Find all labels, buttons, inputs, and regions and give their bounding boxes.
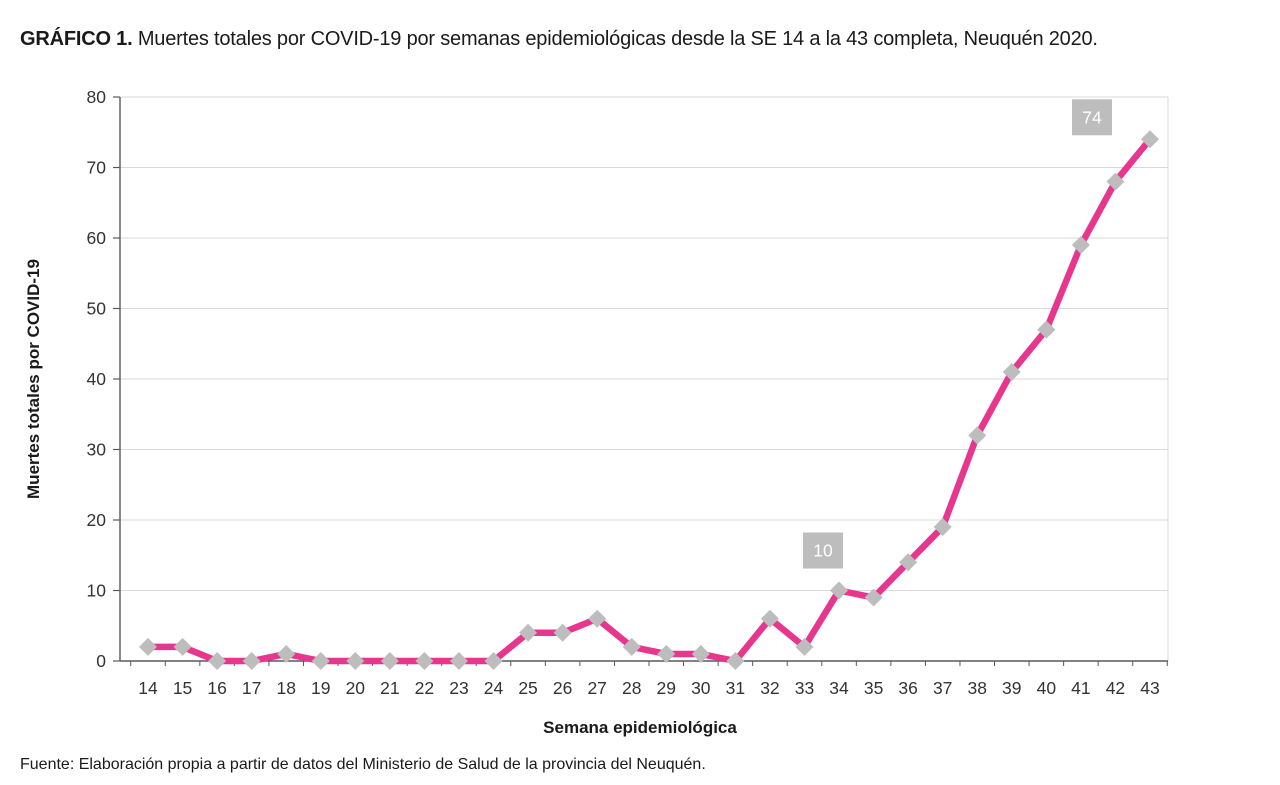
data-point-marker bbox=[968, 426, 987, 445]
x-tick-label: 24 bbox=[484, 678, 504, 698]
data-point-marker bbox=[519, 623, 538, 642]
y-tick-label: 30 bbox=[87, 440, 107, 460]
data-point-marker bbox=[933, 518, 952, 537]
data-point-marker bbox=[830, 581, 849, 600]
chart-title: GRÁFICO 1. Muertes totales por COVID-19 … bbox=[20, 28, 1098, 51]
data-point-marker bbox=[346, 652, 365, 670]
data-label: 10 bbox=[813, 541, 833, 561]
data-point-marker bbox=[726, 652, 745, 670]
x-tick-label: 28 bbox=[622, 678, 641, 698]
data-point-marker bbox=[1141, 130, 1159, 149]
y-tick-label: 0 bbox=[96, 651, 106, 671]
x-tick-label: 22 bbox=[415, 678, 434, 698]
data-point-marker bbox=[899, 553, 918, 572]
x-tick-label: 14 bbox=[138, 678, 158, 698]
x-tick-label: 29 bbox=[657, 678, 676, 698]
x-tick-label: 17 bbox=[242, 678, 261, 698]
x-tick-label: 41 bbox=[1071, 678, 1090, 698]
y-tick-label: 60 bbox=[87, 228, 107, 248]
data-point-marker bbox=[1002, 362, 1021, 381]
x-tick-label: 15 bbox=[173, 678, 192, 698]
data-point-marker bbox=[415, 652, 434, 670]
data-point-marker bbox=[449, 652, 468, 670]
data-point-marker bbox=[1106, 172, 1125, 191]
data-point-marker bbox=[1071, 236, 1090, 255]
data-point-marker bbox=[242, 652, 261, 670]
x-tick-label: 30 bbox=[691, 678, 711, 698]
x-tick-label: 31 bbox=[726, 678, 745, 698]
x-tick-label: 16 bbox=[207, 678, 226, 698]
source-note: Fuente: Elaboración propia a partir de d… bbox=[20, 756, 706, 773]
data-point-marker bbox=[864, 588, 883, 607]
x-tick-label: 18 bbox=[276, 678, 295, 698]
x-tick-label: 21 bbox=[380, 678, 399, 698]
y-tick-label: 20 bbox=[87, 510, 107, 530]
x-tick-label: 26 bbox=[553, 678, 572, 698]
x-tick-label: 20 bbox=[346, 678, 366, 698]
y-tick-label: 50 bbox=[87, 299, 107, 319]
y-tick-label: 80 bbox=[87, 87, 107, 107]
x-tick-label: 43 bbox=[1140, 678, 1159, 698]
data-point-marker bbox=[691, 644, 710, 663]
x-tick-label: 38 bbox=[968, 678, 987, 698]
y-tick-label: 10 bbox=[87, 581, 107, 601]
data-point-marker bbox=[553, 623, 572, 642]
x-tick-label: 25 bbox=[518, 678, 537, 698]
data-point-marker bbox=[277, 644, 296, 663]
x-tick-label: 42 bbox=[1106, 678, 1125, 698]
series-line bbox=[144, 136, 1154, 665]
x-tick-label: 34 bbox=[829, 678, 849, 698]
data-point-marker bbox=[380, 652, 399, 670]
data-point-marker bbox=[208, 652, 227, 670]
y-tick-label: 40 bbox=[87, 369, 107, 389]
x-tick-label: 32 bbox=[760, 678, 779, 698]
data-point-marker bbox=[311, 652, 330, 670]
data-point-marker bbox=[795, 637, 814, 656]
data-point-marker bbox=[588, 609, 607, 628]
x-tick-label: 39 bbox=[1002, 678, 1021, 698]
data-point-marker bbox=[657, 644, 676, 663]
x-axis-title: Semana epidemiológica bbox=[543, 718, 737, 737]
x-tick-label: 23 bbox=[449, 678, 468, 698]
data-point-marker bbox=[760, 609, 779, 628]
data-point-marker bbox=[484, 652, 503, 670]
x-tick-label: 33 bbox=[795, 678, 814, 698]
data-label-box bbox=[803, 532, 844, 569]
chart-title-text: Muertes totales por COVID-19 por semanas… bbox=[132, 28, 1098, 50]
x-tick-label: 40 bbox=[1037, 678, 1057, 698]
data-label: 74 bbox=[1082, 107, 1102, 127]
y-tick-label: 70 bbox=[87, 158, 107, 178]
data-point-marker bbox=[139, 637, 157, 656]
x-tick-label: 37 bbox=[933, 678, 952, 698]
data-point-marker bbox=[622, 637, 641, 656]
data-label-box bbox=[1072, 99, 1112, 136]
x-tick-label: 36 bbox=[898, 678, 917, 698]
x-tick-label: 19 bbox=[311, 678, 330, 698]
y-axis-title: Muertes totales por COVID-19 bbox=[24, 259, 43, 499]
chart-title-prefix: GRÁFICO 1. bbox=[20, 28, 133, 50]
data-point-marker bbox=[1037, 320, 1056, 339]
x-tick-label: 35 bbox=[864, 678, 883, 698]
data-point-marker bbox=[173, 637, 192, 656]
x-tick-label: 27 bbox=[587, 678, 606, 698]
